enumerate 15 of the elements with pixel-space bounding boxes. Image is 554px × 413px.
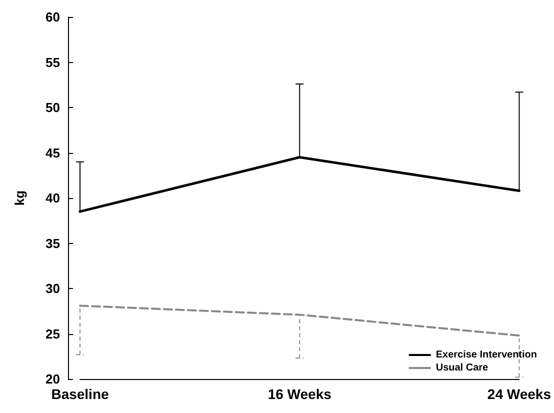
legend-label: Usual Care: [436, 362, 489, 374]
y-tick-label: 50: [46, 100, 60, 115]
y-tick-label: 30: [46, 281, 60, 296]
y-tick-label: 55: [46, 54, 60, 70]
y-tick-label: 45: [46, 145, 60, 160]
y-axis-title: kg: [12, 190, 27, 206]
x-tick-label: 16 Weeks: [268, 386, 332, 402]
x-tick-label: Baseline: [51, 386, 110, 402]
y-tick-label: 60: [46, 10, 60, 24]
legend-label: Exercise Intervention: [436, 350, 538, 360]
y-tick-label: 20: [46, 372, 60, 386]
y-tick-label: 35: [46, 236, 60, 251]
x-tick-label: 24 Weeks: [487, 386, 552, 402]
y-tick-label: 40: [46, 190, 60, 206]
y-tick-label: 25: [46, 326, 60, 342]
